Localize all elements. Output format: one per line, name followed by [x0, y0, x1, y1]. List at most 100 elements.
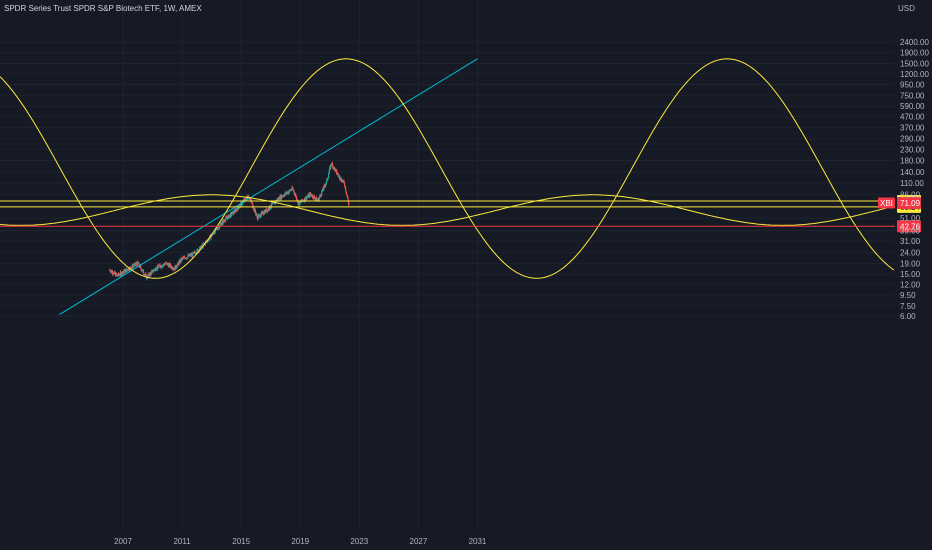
candle-body — [252, 203, 254, 208]
candle-body — [268, 209, 270, 211]
candle-body — [336, 170, 338, 174]
candle-body — [116, 274, 118, 276]
candle-body — [112, 274, 115, 275]
candle-body — [250, 199, 252, 201]
chart-title: SPDR Series Trust SPDR S&P Biotech ETF, … — [4, 4, 202, 13]
candle-body — [288, 191, 290, 194]
candle-body — [175, 267, 178, 269]
candle-body — [231, 211, 233, 214]
current-price-tag — [897, 197, 921, 210]
symbol-tag-bg — [878, 197, 895, 209]
candle-body — [142, 269, 144, 274]
y-tick-label: 6.00 — [900, 312, 916, 321]
candle-body — [121, 274, 123, 276]
y-tick-label: 140.00 — [900, 168, 925, 177]
y-tick-label: 31.00 — [900, 237, 921, 246]
y-tick-label: 39.00 — [900, 226, 921, 235]
candle-body — [327, 178, 329, 181]
candle-body — [312, 195, 314, 198]
candle-body — [228, 215, 230, 219]
y-tick-label: 86.00 — [900, 190, 921, 199]
candle-body — [247, 198, 249, 200]
candle-body — [296, 196, 298, 201]
candle-body — [316, 197, 318, 201]
candle-body — [215, 228, 217, 232]
candle-body — [270, 203, 273, 207]
candle-body — [219, 224, 222, 225]
y-tick-label: 19.00 — [900, 259, 921, 268]
candle-body — [286, 192, 288, 194]
candle-body — [261, 211, 263, 213]
candle-body — [310, 194, 313, 197]
candle-body — [146, 277, 149, 279]
x-tick-label: 2007 — [114, 537, 132, 546]
candle-body — [260, 212, 262, 216]
candle-body — [347, 196, 349, 199]
candle-body — [263, 213, 265, 215]
candle-body — [154, 268, 156, 271]
candle-body — [216, 228, 219, 229]
candle-body — [282, 196, 284, 197]
candle-body — [161, 265, 163, 268]
candle-body — [348, 203, 350, 206]
candle-body — [339, 179, 342, 181]
candle-body — [337, 173, 339, 175]
candle-body — [118, 273, 120, 275]
symbol-tag: XBI — [880, 199, 893, 208]
candle-body — [214, 229, 216, 234]
candle-body — [123, 271, 125, 273]
candle-body — [252, 207, 254, 209]
candle-body — [331, 163, 333, 165]
y-tick-label: 9.50 — [900, 291, 916, 300]
currency-label: USD — [898, 4, 915, 13]
candle-body — [337, 174, 339, 176]
candle-body — [330, 164, 332, 169]
candle-body — [249, 198, 251, 200]
candle-body — [240, 202, 242, 207]
candle-body — [176, 264, 179, 268]
y-tick-label: 470.00 — [900, 113, 925, 122]
candle-body — [265, 208, 267, 212]
candle-body — [270, 207, 272, 209]
candle-body — [343, 182, 345, 185]
candle-body — [238, 205, 241, 208]
candle-body — [256, 214, 258, 217]
candle-body — [114, 271, 116, 274]
candle-body — [296, 200, 298, 201]
candle-body — [347, 200, 350, 204]
candle-body — [164, 263, 167, 265]
candle-body — [127, 270, 129, 272]
candle-body — [283, 195, 285, 197]
candle-body — [233, 211, 235, 215]
candle-body — [259, 216, 262, 218]
candle-body — [345, 192, 348, 195]
candle-body — [224, 221, 226, 223]
x-tick-label: 2023 — [350, 537, 368, 546]
candle-body — [151, 270, 153, 272]
candle-body — [335, 169, 337, 171]
candle-body — [207, 239, 209, 242]
candle-body — [278, 199, 281, 201]
candle-body — [155, 269, 158, 271]
candle-body — [330, 164, 333, 166]
x-tick-label: 2015 — [232, 537, 250, 546]
candle-body — [152, 270, 154, 273]
candle-body — [291, 187, 293, 191]
y-tick-label: 24.00 — [900, 249, 921, 258]
candle-body — [138, 262, 140, 266]
time-axis[interactable]: 2007 2011 2015 2019 2023 2027 2031 — [114, 537, 487, 546]
candle-body — [325, 180, 328, 184]
candle-body — [169, 264, 172, 267]
candle-body — [198, 247, 201, 250]
y-tick-label: 15.00 — [900, 270, 921, 279]
candle-body — [159, 265, 161, 268]
candle-body — [128, 268, 130, 271]
y-tick-label: 590.00 — [900, 102, 925, 111]
candle-body — [319, 194, 321, 197]
candle-body — [132, 266, 134, 268]
candle-body — [126, 269, 129, 271]
candle-body — [314, 198, 316, 200]
candle-body — [131, 266, 133, 268]
